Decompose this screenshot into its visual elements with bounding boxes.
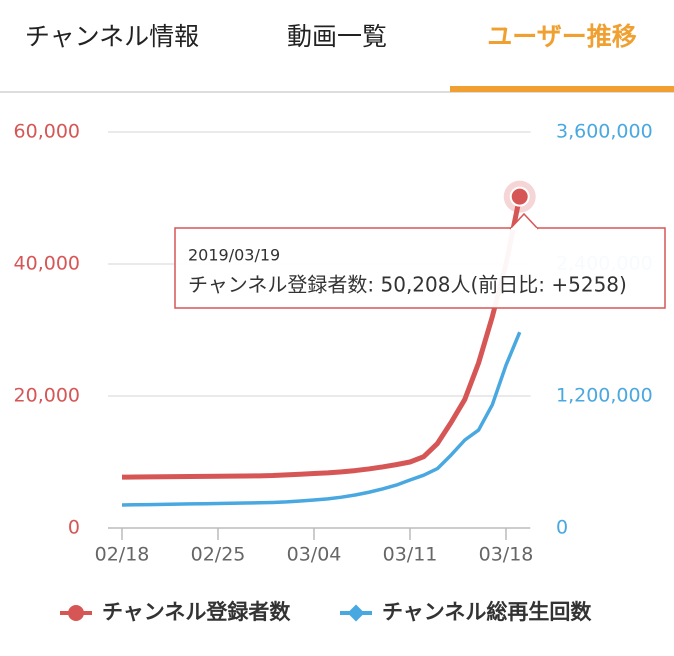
- y-tick-label: 20,000: [14, 385, 80, 407]
- y-tick-label: 0: [68, 517, 80, 539]
- legend-label: チャンネル登録者数: [102, 600, 291, 624]
- tab-active[interactable]: ユーザー推移: [487, 22, 637, 51]
- x-tick-label: 03/04: [287, 544, 342, 566]
- tooltip-pointer: [509, 212, 539, 230]
- y-tick-label: 60,000: [14, 121, 80, 143]
- tab-divider: [0, 91, 674, 93]
- highlight-point: [509, 186, 530, 207]
- y2-tick-label: 0: [556, 517, 568, 539]
- legend-marker: [347, 604, 365, 622]
- series-line: [121, 331, 522, 507]
- tab[interactable]: チャンネル情報: [25, 22, 199, 51]
- series-line: [121, 196, 523, 480]
- tooltip-mask: [511, 228, 537, 230]
- x-tick-label: 02/25: [191, 544, 246, 566]
- tooltip-date: 2019/03/19: [188, 246, 280, 265]
- x-tick-label: 02/18: [95, 544, 150, 566]
- x-tick-label: 03/18: [479, 544, 534, 566]
- y2-tick-label: 3,600,000: [556, 121, 653, 143]
- tooltip-box: [174, 227, 666, 309]
- tab-indicator: [450, 86, 674, 92]
- y-tick-label: 40,000: [14, 253, 80, 275]
- legend-marker: [68, 605, 84, 621]
- x-tick-label: 03/11: [383, 544, 438, 566]
- legend-label: チャンネル総再生回数: [382, 600, 592, 624]
- y2-tick-label: 1,200,000: [556, 385, 653, 407]
- tooltip-text: チャンネル登録者数: 50,208人(前日比: +5258): [188, 273, 627, 297]
- tab[interactable]: 動画一覧: [287, 22, 387, 51]
